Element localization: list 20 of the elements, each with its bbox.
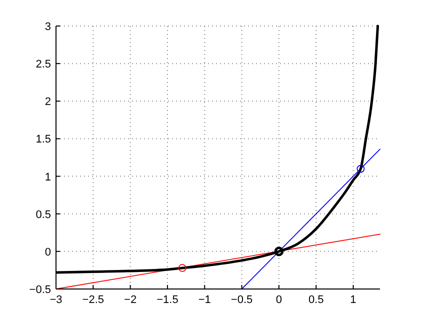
x-tick-label: −3 <box>50 294 62 306</box>
y-tick-label: 1 <box>44 171 51 184</box>
x-tick-label: 0.5 <box>308 294 324 306</box>
x-tick-label: −2 <box>124 294 137 306</box>
y-tick-label: −0.5 <box>29 284 51 296</box>
x-tick-label: 0 <box>276 294 282 306</box>
y-tick-label: 0 <box>44 246 51 258</box>
y-tick-label: 0.5 <box>36 208 51 221</box>
x-tick-label: −1 <box>198 294 211 306</box>
y-tick-label: 3 <box>44 21 51 33</box>
point <box>178 264 186 272</box>
x-tick-label: −2.5 <box>82 294 104 306</box>
x-tick-label: 1 <box>350 294 356 306</box>
y-tick-label: 1.5 <box>36 134 51 146</box>
y-tick-label: 2 <box>44 96 51 108</box>
point <box>356 164 365 173</box>
x-tick-label: −0.5 <box>230 294 253 306</box>
x-tick-label: −1.5 <box>156 294 178 306</box>
point <box>274 246 284 256</box>
y-tick-label: 2.5 <box>36 58 51 71</box>
